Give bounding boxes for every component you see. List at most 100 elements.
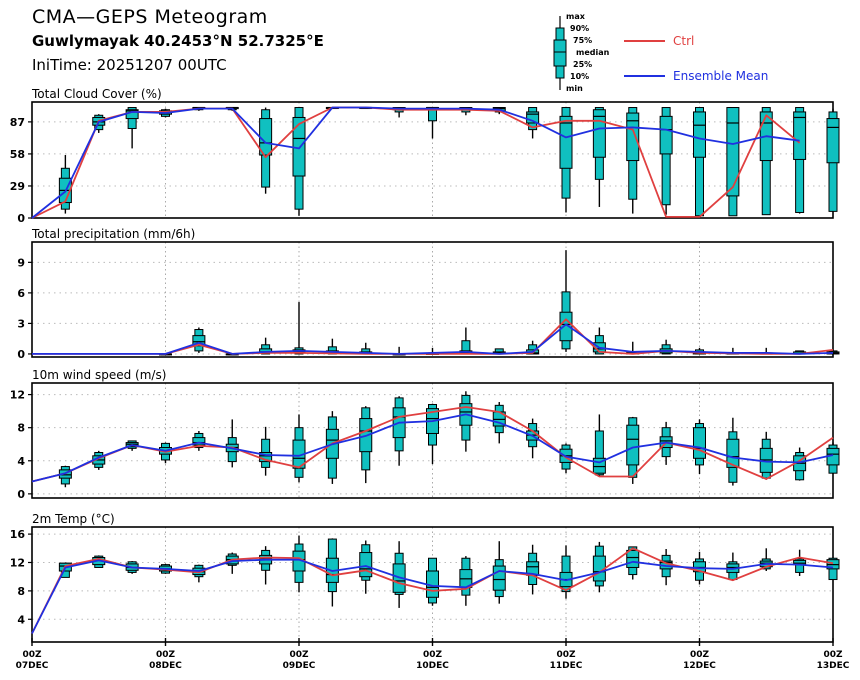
box-plot — [693, 107, 706, 217]
ensemble-mean-line — [31, 106, 800, 219]
box-plot — [659, 107, 673, 215]
x-tick-label-date: 13DEC — [817, 661, 850, 671]
x-tick-label-time: 00Z — [289, 650, 309, 660]
box-plot — [325, 538, 339, 607]
panel-cloud-cover: Total Cloud Cover (%) 0 29 58 87 — [10, 87, 840, 225]
box-plot — [125, 107, 139, 149]
box-plot — [159, 442, 172, 464]
box-p25-p75 — [359, 552, 373, 578]
y-tick-label: 4 — [17, 613, 25, 626]
box-plot — [459, 327, 473, 355]
y-tick-label: 29 — [10, 180, 25, 193]
box-p25-p75 — [793, 111, 807, 160]
y-tick-label: 16 — [10, 528, 26, 541]
box-plot — [426, 106, 439, 139]
box-plot — [626, 107, 640, 214]
legend-label-p10: 10% — [570, 72, 589, 81]
panel-precipitation: Total precipitation (mm/6h) 0 3 6 9 — [17, 227, 840, 361]
box-plot — [292, 414, 306, 483]
box-p25-p75 — [192, 335, 206, 347]
y-tick-label: 12 — [10, 389, 25, 402]
box-plot — [826, 442, 840, 475]
y-tick-label: 8 — [17, 585, 25, 598]
box-plot — [526, 544, 540, 595]
x-tick-label-time: 00Z — [556, 650, 576, 660]
box-plot — [826, 557, 840, 581]
box-plot — [626, 416, 640, 484]
station-label: Guwlymayak 40.2453°N 52.7325°E — [32, 32, 324, 50]
box-p10-p90 — [594, 430, 604, 476]
y-tick-label: 8 — [17, 422, 25, 435]
box-plot — [192, 430, 206, 451]
box-plot — [292, 302, 306, 355]
box-p10-p90 — [761, 107, 771, 216]
ensemble-mean-line — [31, 558, 834, 634]
x-tick-label-date: 10DEC — [416, 661, 449, 671]
x-tick-label-date: 07DEC — [16, 661, 49, 671]
box-plot — [826, 108, 840, 212]
box-plot — [559, 107, 573, 213]
box-p25-p75 — [693, 427, 706, 459]
box-plot — [793, 107, 807, 214]
box-plot — [192, 327, 206, 353]
box-plot — [459, 556, 473, 606]
box-plot — [793, 549, 807, 576]
box-plot — [726, 552, 740, 581]
ctrl-line — [31, 106, 801, 219]
box-plot — [392, 541, 406, 608]
box-plot — [726, 107, 740, 217]
box-plot — [259, 546, 273, 585]
init-time-label: IniTime: 20251207 00UTC — [32, 56, 227, 74]
x-tick-label-time: 00Z — [423, 650, 443, 660]
box-plot — [225, 419, 239, 468]
y-tick-label: 0 — [17, 212, 25, 225]
panel-title: 2m Temp (°C) — [32, 512, 115, 526]
box-p25-p75 — [626, 549, 640, 568]
box-p10-p90 — [661, 107, 671, 206]
x-tick-label-time: 00Z — [22, 650, 42, 660]
box-plot — [359, 406, 373, 484]
box-p25-p75 — [693, 111, 706, 158]
box-plot — [426, 557, 439, 606]
box-p25-p75 — [526, 111, 540, 124]
box-p25-p75 — [626, 424, 640, 466]
ensemble-mean-line — [31, 413, 834, 483]
y-tick-label: 6 — [17, 287, 25, 300]
x-tick-label-date: 09DEC — [283, 661, 316, 671]
box-p25-p75 — [559, 115, 573, 169]
box-plot — [392, 396, 406, 466]
y-tick-label: 12 — [10, 556, 25, 569]
panel-title: 10m wind speed (m/s) — [32, 368, 166, 382]
y-tick-label: 87 — [10, 116, 25, 129]
box-plot — [592, 541, 606, 593]
box-plot — [259, 107, 273, 194]
panel-frame — [31, 241, 834, 358]
x-tick-label-date: 08DEC — [149, 661, 182, 671]
box-plot — [58, 465, 72, 488]
box-p25-p75 — [626, 112, 640, 162]
panel-temperature: 2m Temp (°C) 4 8 12 16 — [10, 512, 840, 643]
box-plot — [759, 431, 773, 480]
y-tick-label: 0 — [17, 348, 25, 361]
y-tick-label: 0 — [17, 488, 25, 501]
x-tick-label-date: 12DEC — [683, 661, 716, 671]
box-p10-p90 — [795, 107, 805, 213]
legend-label-p75: 75% — [573, 36, 592, 45]
box-plot — [592, 327, 606, 355]
panel-title: Total Cloud Cover (%) — [31, 87, 162, 101]
legend-mean-label: Ensemble Mean — [673, 69, 768, 83]
y-tick-label: 4 — [17, 455, 25, 468]
legend-label-p25: 25% — [573, 60, 592, 69]
box-p25-p75 — [492, 565, 506, 591]
legend-label-max: max — [566, 12, 586, 21]
box-plot — [559, 250, 573, 352]
panel-wind-speed: 10m wind speed (m/s) 0 4 8 12 — [10, 368, 840, 501]
box-plot — [592, 414, 606, 477]
y-tick-label: 9 — [17, 256, 25, 269]
legend: max 90% 75% median 25% 10% min Ctrl Ense… — [553, 12, 768, 93]
x-axis: 00Z07DEC00Z08DEC00Z09DEC00Z10DEC00Z11DEC… — [16, 638, 850, 671]
y-tick-label: 58 — [10, 148, 25, 161]
x-tick-label-time: 00Z — [690, 650, 710, 660]
x-tick-label-time: 00Z — [823, 650, 843, 660]
legend-label-min: min — [566, 84, 583, 93]
